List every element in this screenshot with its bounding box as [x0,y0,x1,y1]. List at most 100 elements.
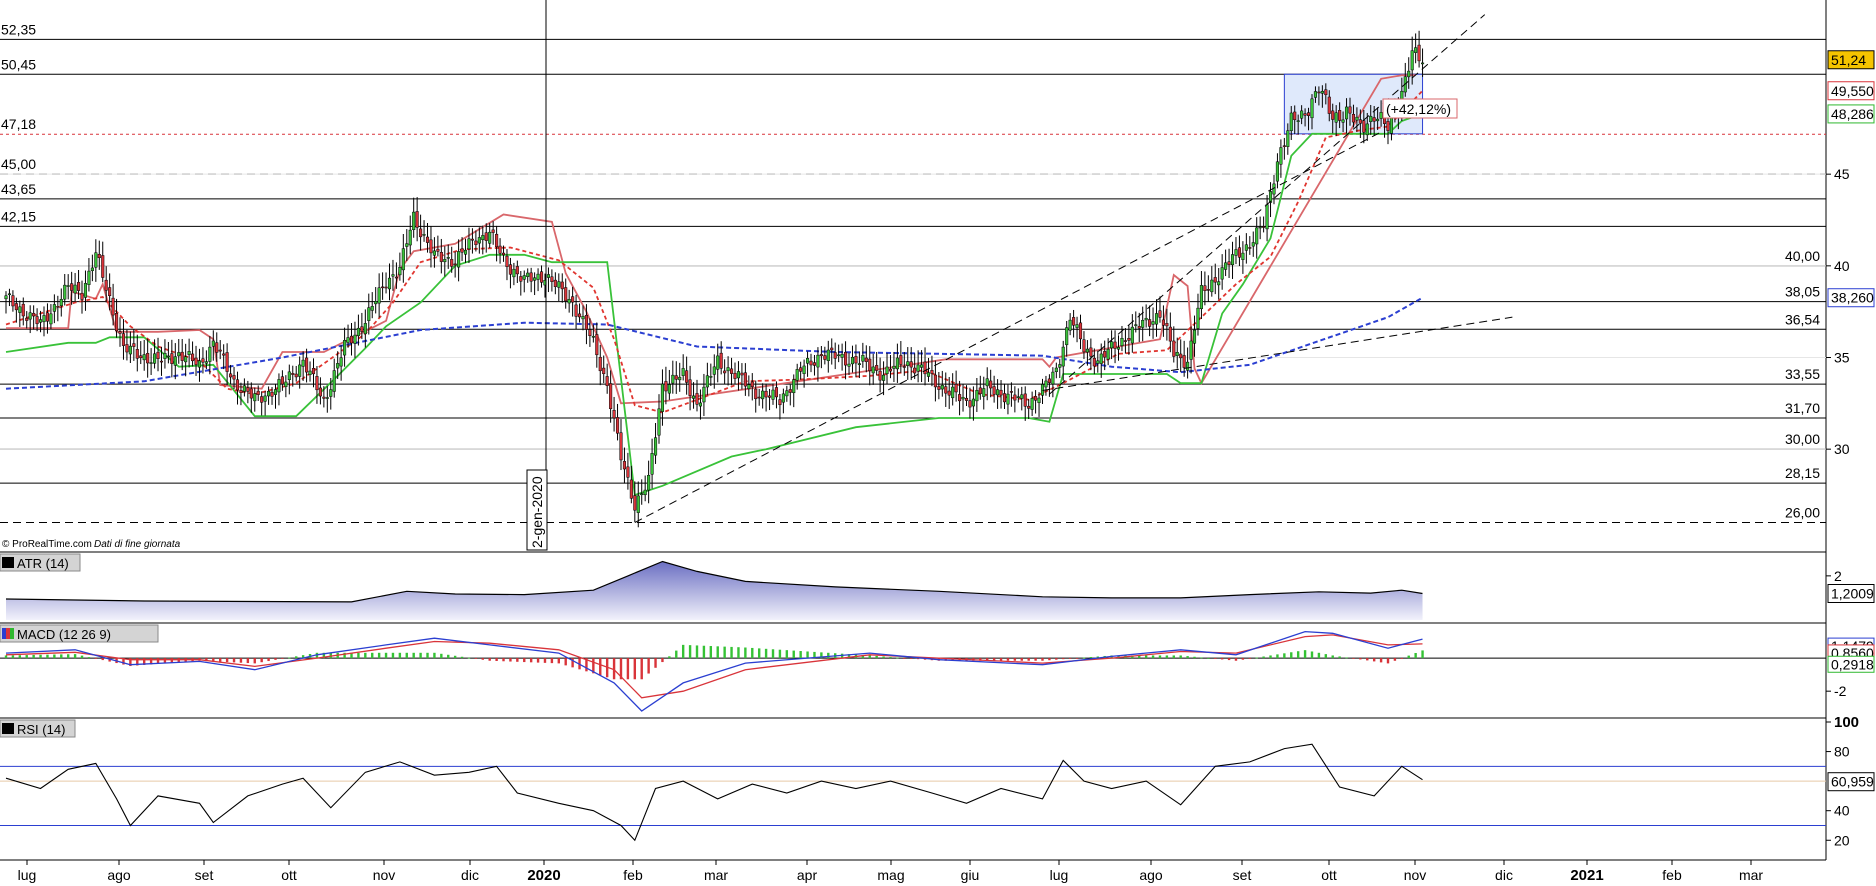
macd-histogram-bar [979,658,982,661]
x-axis: lug ago set ott nov dic 2020 feb mar apr mag giu lug… [18,860,1763,884]
candle-body [944,386,948,394]
macd-histogram-bar [1117,655,1120,659]
candle-body [971,398,975,407]
candle-body [59,299,63,306]
macd-histogram-bar [329,652,332,659]
macd-histogram-bar [1386,658,1390,664]
candle-body [920,364,924,368]
candle-body [837,354,841,357]
candle-body [436,248,440,252]
candle-body [1379,112,1383,119]
x-tick-label: giu [961,867,980,883]
macd-histogram-bar [371,652,374,659]
macd-histogram-bar [281,658,284,659]
macd-histogram-bar [11,655,15,659]
macd-histogram-bar [25,655,28,659]
macd-histogram-bar [903,658,906,659]
level-label: 36,54 [1785,311,1820,327]
macd-histogram-bar [136,658,139,666]
candle-body [273,389,278,395]
macd-histogram-bar [827,652,830,659]
macd-histogram-bar [260,658,263,663]
candle-body [484,232,488,241]
candle-body [909,361,913,368]
macd-histogram-bar [543,658,547,663]
candle-body [958,394,962,402]
macd-histogram-bar [219,658,222,662]
price-tag-label: 48,286 [1831,106,1874,122]
macd-histogram-bar [163,658,167,664]
macd-histogram-bar [1241,658,1245,660]
macd-histogram-bar [225,658,229,663]
candle-body [94,252,98,268]
candle-body [1199,285,1203,310]
candle-body [844,351,848,366]
macd-histogram-bar [488,658,491,661]
candle-body [481,235,485,241]
indicator-lines [5,74,1424,497]
macd-histogram-bar [412,652,415,659]
atr-tick-label: 2 [1834,568,1842,584]
candle-body [515,266,519,275]
candle-body [298,364,302,377]
candle-body [349,335,354,344]
macd-histogram-bar [350,652,353,659]
candle-body [256,390,260,395]
candle-body [660,383,665,412]
macd-histogram-bar [122,658,125,665]
macd-histogram-bar [474,658,478,659]
macd-histogram-bar [1027,658,1030,661]
macd-histogram-bar [529,658,533,663]
candle-body [1348,106,1352,114]
macd-histogram-bar [1138,655,1141,659]
macd-histogram-bar [771,649,775,659]
level-label-bg [0,208,33,226]
candle-body [322,396,326,399]
macd-histogram-bar [1317,652,1321,659]
candle-body [170,353,174,364]
candle-body [591,336,595,338]
candle-body [750,381,754,387]
candle-body [778,399,782,406]
x-tick-label: dic [1495,867,1513,883]
candle-body [1030,398,1034,410]
candle-body [412,211,416,230]
candle-body [311,368,316,375]
macd-histogram-bar [129,658,132,667]
candle-body [885,366,889,374]
candle-body [799,367,803,372]
candle-body [1061,346,1065,367]
candle-body [505,255,509,267]
indicator-line-ma200 [5,296,1423,390]
macd-histogram-bar [744,647,747,659]
candle-body [1044,380,1048,388]
candle-body [477,237,481,244]
candle-body [235,379,240,391]
candle-body [39,319,43,323]
candle-body [861,355,865,362]
macd-histogram-bar [1200,657,1203,659]
candle-body [135,349,139,359]
candle-body [691,395,696,399]
level-label: 33,55 [1785,366,1820,382]
candle-body [1369,115,1373,123]
candle-body [1075,324,1079,328]
panel-frames [0,0,1827,861]
candle-body [339,357,343,367]
price-tag-label: 51,24 [1831,52,1866,68]
macd-histogram-bar [73,654,77,659]
candle-body [968,400,972,408]
macd-histogram-bar [536,658,540,663]
candle-body [730,368,734,374]
candle-body [28,312,32,320]
macd-histogram-bar [654,658,657,668]
candle-body [878,370,882,381]
candle-body [1082,339,1086,353]
macd-histogram-bar [1214,658,1217,659]
candle-body [1248,247,1252,249]
candle-body [709,376,713,378]
candle-body [740,372,744,376]
candle-body [308,370,312,375]
macd-histogram-bar [737,647,740,659]
